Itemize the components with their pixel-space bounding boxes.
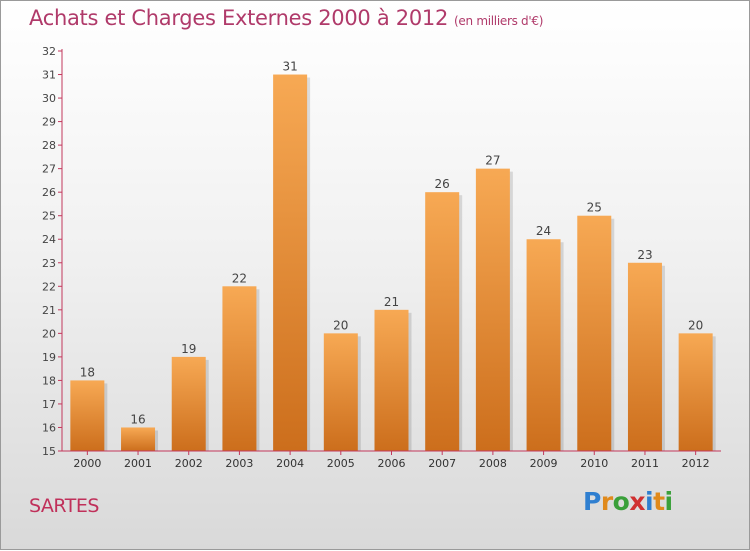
x-tick-label: 2008 [479, 457, 507, 470]
x-tick-label: 2000 [73, 457, 101, 470]
x-tick-label: 2010 [580, 457, 608, 470]
logo-letter: i [645, 487, 654, 516]
bar-2011 [627, 262, 662, 451]
y-tick-label: 30 [42, 92, 56, 105]
y-tick-label: 22 [42, 280, 56, 293]
bar-2009 [526, 239, 561, 451]
data-label: 27 [485, 154, 500, 168]
bar-2002 [171, 356, 206, 451]
data-label: 25 [587, 201, 602, 215]
logo-letter: P [583, 487, 601, 516]
y-tick-label: 29 [42, 116, 56, 129]
y-tick-label: 15 [42, 445, 56, 458]
data-label: 20 [688, 318, 703, 332]
x-tick-label: 2011 [631, 457, 659, 470]
bar-2000 [70, 380, 105, 451]
x-tick-label: 2001 [124, 457, 152, 470]
y-tick-label: 26 [42, 186, 56, 199]
data-label: 20 [333, 318, 348, 332]
data-label: 23 [637, 248, 652, 262]
x-tick-label: 2005 [327, 457, 355, 470]
chart-title: Achats et Charges Externes 2000 à 2012 (e… [29, 6, 543, 30]
logo-letter: i [664, 487, 674, 516]
y-tick-label: 31 [42, 69, 56, 82]
data-label: 16 [130, 412, 145, 426]
logo-letter: o [612, 487, 630, 516]
bar-2004 [273, 74, 308, 451]
data-label: 18 [80, 365, 95, 379]
logo-letter: x [629, 487, 645, 516]
place-name: SARTES [29, 495, 99, 517]
y-tick-label: 28 [42, 139, 56, 152]
y-tick-label: 24 [42, 233, 56, 246]
data-label: 24 [536, 224, 551, 238]
data-label: 21 [384, 295, 399, 309]
data-label: 26 [435, 177, 450, 191]
x-tick-label: 2004 [276, 457, 304, 470]
bar-2007 [425, 192, 460, 452]
x-tick-label: 2012 [682, 457, 710, 470]
y-tick-label: 17 [42, 398, 56, 411]
bar-2010 [577, 215, 612, 451]
x-tick-label: 2006 [378, 457, 406, 470]
bar-2006 [374, 309, 409, 451]
bar-2008 [475, 168, 510, 451]
y-tick-label: 32 [42, 45, 56, 58]
y-tick-label: 16 [42, 421, 56, 434]
y-tick-label: 20 [42, 327, 56, 340]
y-tick-label: 18 [42, 374, 56, 387]
data-label: 22 [232, 271, 247, 285]
logo-letter: t [653, 487, 665, 516]
y-tick-label: 27 [42, 163, 56, 176]
x-tick-label: 2003 [225, 457, 253, 470]
x-tick-label: 2007 [428, 457, 456, 470]
logo-letter: r [600, 487, 613, 516]
x-tick-label: 2009 [530, 457, 558, 470]
chart-unit: (en milliers d'€) [454, 14, 544, 28]
data-label: 31 [282, 60, 297, 74]
y-tick-label: 19 [42, 351, 56, 364]
data-label: 19 [181, 342, 196, 356]
chart-title-text: Achats et Charges Externes 2000 à 2012 [29, 6, 449, 30]
bar-2001 [121, 427, 156, 451]
y-tick-label: 21 [42, 304, 56, 317]
y-tick-label: 23 [42, 257, 56, 270]
x-tick-label: 2002 [175, 457, 203, 470]
bar-2005 [323, 333, 358, 451]
bar-2012 [678, 333, 713, 451]
bar-2003 [222, 286, 257, 451]
proxiti-logo: Proxiti [583, 487, 673, 516]
y-tick-label: 25 [42, 210, 56, 223]
